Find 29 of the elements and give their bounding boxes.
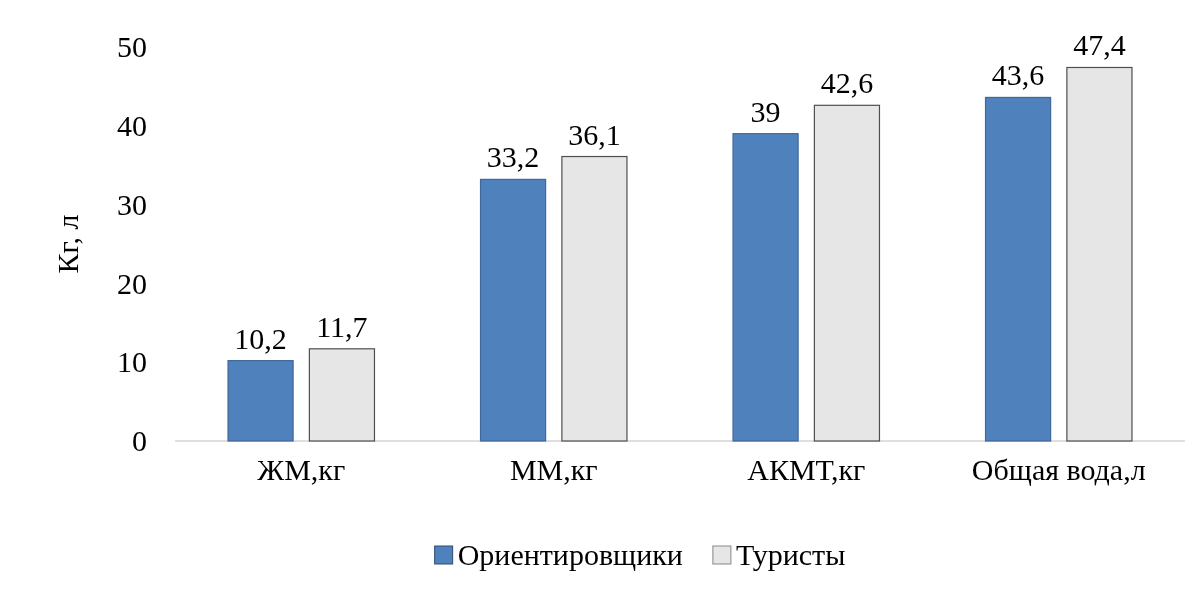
data-label: 43,6 (991, 58, 1045, 92)
bar (561, 155, 628, 442)
bar (1066, 66, 1133, 442)
x-tick-label: АКМТ,кг (747, 453, 866, 487)
x-tick-label: ММ,кг (509, 453, 598, 487)
legend-label: Туристы (735, 538, 846, 571)
data-label: 10,2 (234, 321, 287, 355)
bar (813, 104, 881, 442)
y-axis-title: Кг, л (51, 214, 84, 274)
data-label: 47,4 (1073, 28, 1126, 62)
y-tick-label: 10 (117, 345, 147, 379)
data-label: 39 (750, 94, 781, 128)
bar (732, 133, 799, 442)
y-tick-label: 50 (117, 30, 147, 64)
y-tick-label: 0 (132, 424, 147, 458)
y-tick-label: 20 (117, 266, 147, 300)
bar (479, 178, 547, 442)
data-label: 42,6 (820, 66, 874, 100)
legend-label: Ориентировщики (457, 538, 683, 571)
data-label: 33,2 (486, 140, 540, 174)
x-tick-label: ЖМ,кг (257, 453, 346, 487)
y-tick-label: 40 (117, 108, 147, 142)
data-label: 36,1 (568, 117, 621, 151)
bar (227, 360, 294, 442)
data-label: 11,7 (316, 309, 368, 343)
bar (984, 96, 1052, 442)
bar (308, 348, 376, 442)
x-tick-label: Общая вода,л (971, 453, 1146, 487)
y-tick-label: 30 (117, 187, 147, 221)
